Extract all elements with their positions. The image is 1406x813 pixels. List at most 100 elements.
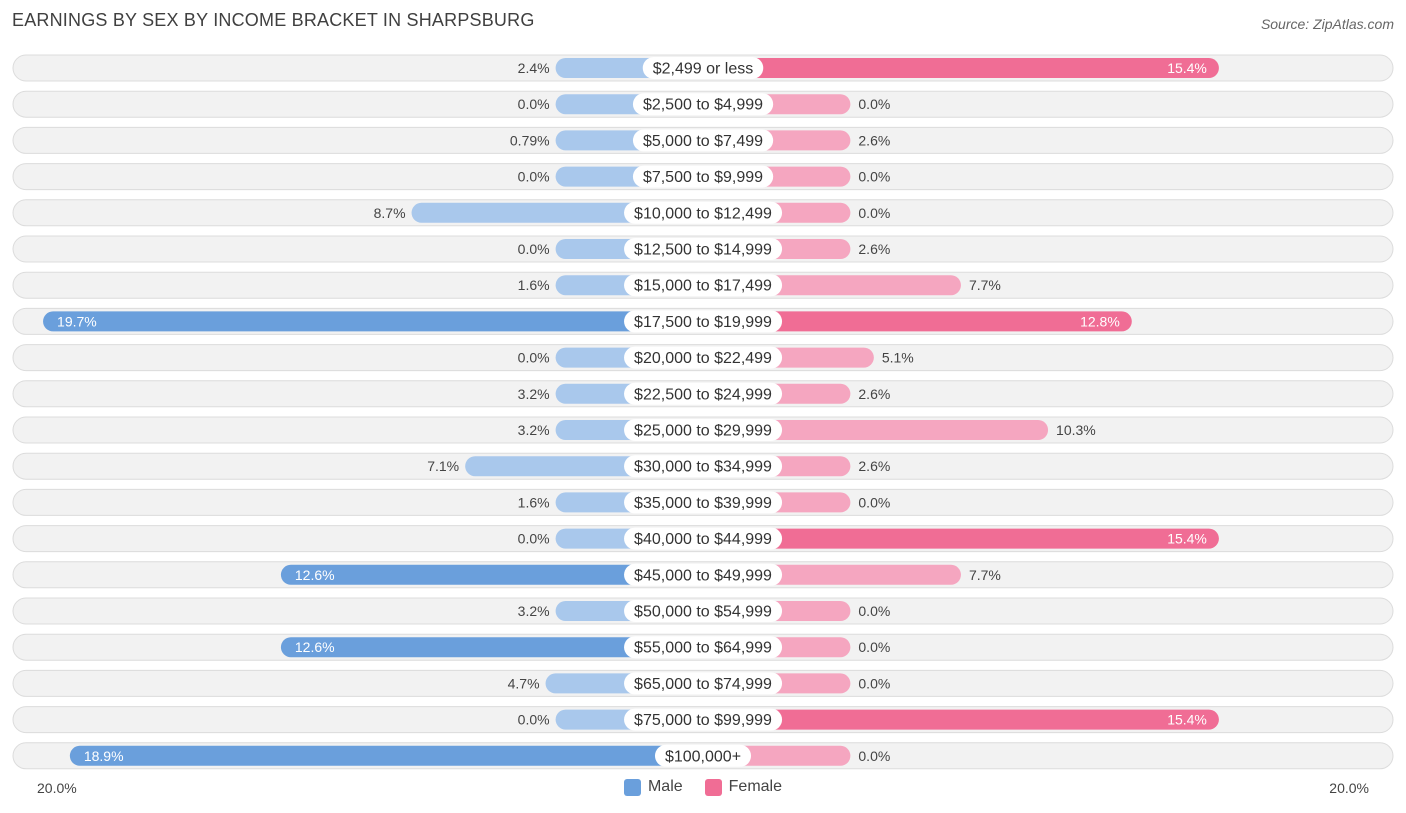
value-label-female: 15.4% — [1167, 531, 1207, 547]
value-label-male: 0.79% — [510, 132, 550, 148]
value-label-female: 0.0% — [858, 639, 890, 655]
value-label-female: 12.8% — [1080, 313, 1120, 329]
chart-title: EARNINGS BY SEX BY INCOME BRACKET IN SHA… — [12, 10, 535, 30]
value-label-female: 7.7% — [969, 277, 1001, 293]
category-pill — [624, 419, 783, 441]
value-label-female: 0.0% — [858, 494, 890, 510]
value-label-female: 0.0% — [858, 603, 890, 619]
category-pill — [632, 129, 774, 152]
category-label: $100,000+ — [665, 748, 741, 765]
value-label-female: 7.7% — [969, 567, 1001, 583]
value-label-male: 12.6% — [295, 639, 335, 655]
category-label: $22,500 to $24,999 — [634, 386, 772, 403]
legend-item-female[interactable]: Female — [704, 778, 783, 796]
category-label: $30,000 to $34,999 — [634, 459, 772, 476]
value-label-male: 3.2% — [518, 386, 550, 402]
value-label-male: 0.0% — [518, 350, 550, 366]
value-label-male: 19.7% — [57, 313, 97, 329]
axis-max-label: 20.0% — [1329, 780, 1369, 796]
value-label-male: 0.0% — [518, 241, 550, 257]
category-label: $7,500 to $9,999 — [643, 169, 763, 186]
bar-female — [703, 311, 1132, 332]
legend-swatch-male — [623, 778, 641, 796]
bar-male — [280, 637, 703, 658]
category-pill — [624, 672, 783, 695]
category-pill — [624, 563, 783, 586]
value-label-female: 2.6% — [858, 241, 890, 257]
category-pill — [624, 346, 783, 369]
bar-female — [703, 528, 1219, 549]
value-label-male: 0.0% — [518, 712, 550, 728]
value-label-female: 5.1% — [882, 350, 914, 366]
value-label-male: 0.0% — [518, 96, 550, 112]
category-label: $35,000 to $39,999 — [634, 495, 772, 512]
value-label-female: 0.0% — [858, 96, 890, 112]
bar-female — [703, 709, 1219, 730]
value-label-male: 12.6% — [295, 567, 335, 583]
bar-male — [69, 745, 704, 766]
value-label-male: 4.7% — [508, 675, 540, 691]
category-label: $50,000 to $54,999 — [634, 604, 772, 621]
category-label: $20,000 to $22,499 — [634, 350, 772, 367]
value-label-female: 2.6% — [858, 386, 890, 402]
category-label: $45,000 to $49,999 — [634, 567, 772, 584]
category-label: $2,500 to $4,999 — [643, 97, 763, 114]
legend-swatch-female — [704, 778, 722, 796]
value-label-male: 3.2% — [518, 603, 550, 619]
value-label-male: 3.2% — [518, 422, 550, 438]
category-pill — [624, 600, 783, 622]
category-label: $10,000 to $12,499 — [634, 205, 772, 222]
category-pill — [642, 57, 764, 79]
value-label-male: 1.6% — [518, 277, 550, 293]
category-label: $75,000 to $99,999 — [634, 712, 772, 729]
category-pill — [624, 491, 783, 514]
bar-female — [703, 420, 1049, 440]
category-label: $17,500 to $19,999 — [634, 314, 772, 331]
category-pill — [624, 201, 783, 224]
category-pill — [624, 238, 783, 260]
value-label-male: 0.0% — [518, 169, 550, 185]
value-label-female: 0.0% — [858, 675, 890, 691]
value-label-male: 8.7% — [374, 205, 406, 221]
legend-label-female: Female — [728, 778, 783, 795]
category-label: $15,000 to $17,499 — [634, 278, 772, 295]
value-label-male: 2.4% — [518, 60, 550, 76]
value-label-female: 10.3% — [1056, 422, 1096, 438]
legend-label-male: Male — [647, 778, 683, 795]
category-pill — [624, 708, 783, 731]
category-label: $55,000 to $64,999 — [634, 640, 772, 657]
value-label-female: 0.0% — [858, 748, 890, 764]
legend-item-male[interactable]: Male — [623, 778, 683, 796]
category-pill — [632, 165, 774, 188]
value-label-female: 2.6% — [858, 132, 890, 148]
legend: Male Female — [0, 778, 1406, 796]
value-label-female: 2.6% — [858, 458, 890, 474]
category-pill — [624, 455, 783, 478]
category-pill — [624, 274, 783, 297]
value-label-female: 15.4% — [1167, 712, 1207, 728]
category-label: $65,000 to $74,999 — [634, 676, 772, 693]
category-label: $5,000 to $7,499 — [643, 133, 763, 150]
value-label-male: 1.6% — [518, 494, 550, 510]
category-pill — [632, 93, 774, 116]
value-label-male: 7.1% — [427, 458, 459, 474]
value-label-male: 18.9% — [84, 748, 124, 764]
bar-female — [703, 58, 1219, 78]
bar-male — [280, 564, 703, 585]
chart-svg: $2,499 or less 2.4% 15.4% $2,500 to $4,999 0… — [12, 54, 1394, 770]
category-pill — [624, 310, 783, 333]
category-pill — [624, 527, 783, 550]
value-label-female: 0.0% — [858, 205, 890, 221]
category-label: $25,000 to $29,999 — [634, 423, 772, 440]
category-label: $40,000 to $44,999 — [634, 531, 772, 548]
category-label: $2,499 or less — [653, 61, 754, 78]
value-label-female: 15.4% — [1167, 60, 1207, 76]
bar-male — [43, 311, 704, 332]
category-pill — [624, 382, 783, 405]
value-label-female: 0.0% — [858, 169, 890, 185]
category-label: $12,500 to $14,999 — [634, 242, 772, 259]
source-note: Source: ZipAtlas.com — [1260, 16, 1394, 32]
value-label-male: 0.0% — [518, 531, 550, 547]
category-pill — [654, 744, 752, 767]
category-pill — [624, 636, 783, 659]
